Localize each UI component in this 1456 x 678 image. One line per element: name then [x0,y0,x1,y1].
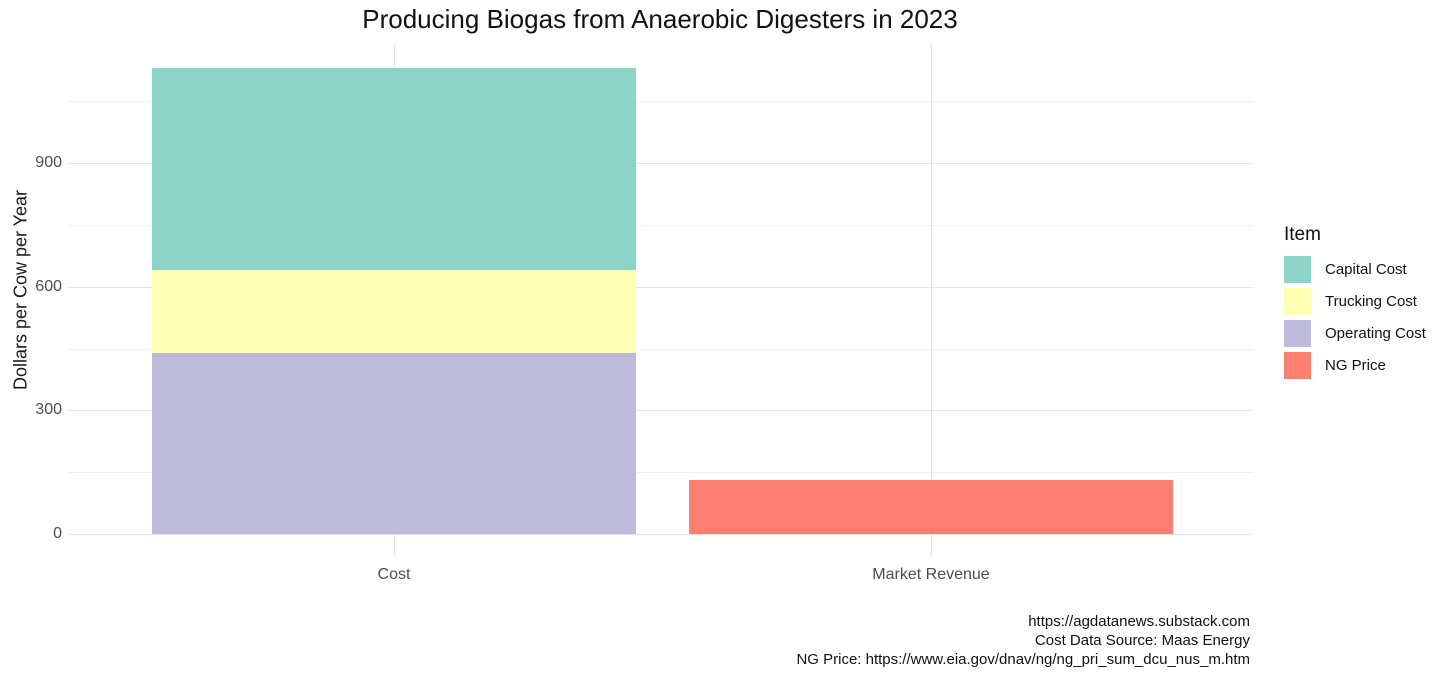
caption-line: Cost Data Source: Maas Energy [1034,632,1250,649]
y-tick-label: 300 [35,401,62,419]
legend-item-trucking-cost: Trucking Cost [1284,288,1426,315]
minor-gridline [68,101,1253,103]
major-gridline [68,410,1253,412]
major-gridline [68,286,1253,288]
major-gridline [68,534,1253,535]
bar-segment-capital-cost [152,68,636,271]
y-tick-label: 600 [35,277,62,295]
legend-item-ng-price: NG Price [1284,352,1426,379]
bar-segment-trucking-cost [152,270,636,353]
legend: Item Capital Cost Trucking Cost Operating … [1284,224,1426,384]
bar-segment-operating-cost [152,352,636,534]
major-gridline [68,163,1253,164]
legend-label: Capital Cost [1325,261,1407,278]
minor-gridline [68,348,1253,350]
legend-items: Capital Cost Trucking Cost Operating Cost N… [1284,256,1426,379]
x-tick-label-market-revenue: Market Revenue [872,566,990,583]
legend-key-swatch [1284,352,1311,379]
category-gridline-market-revenue [931,43,932,557]
legend-key-swatch [1284,320,1311,347]
legend-key-swatch [1284,288,1311,315]
legend-label: Operating Cost [1325,325,1426,342]
x-tick-label-cost: Cost [377,566,411,583]
bar-segment-ng-price [689,480,1173,534]
caption: https://agdatanews.substack.com Cost Dat… [796,612,1250,669]
legend-title: Item [1284,224,1321,245]
legend-key-swatch [1284,256,1311,283]
legend-item-operating-cost: Operating Cost [1284,320,1426,347]
legend-label: Trucking Cost [1325,293,1417,310]
plot-panel [68,43,1253,557]
caption-line: NG Price: https://www.eia.gov/dnav/ng/ng… [796,651,1250,668]
y-tick-label: 0 [53,525,62,542]
legend-item-capital-cost: Capital Cost [1284,256,1426,283]
chart-title: Producing Biogas from Anaerobic Digester… [362,4,958,34]
y-tick-label: 900 [35,154,62,171]
minor-gridline [68,224,1253,226]
caption-line: https://agdatanews.substack.com [1028,613,1250,630]
legend-label: NG Price [1325,357,1386,374]
minor-gridline [68,472,1253,474]
